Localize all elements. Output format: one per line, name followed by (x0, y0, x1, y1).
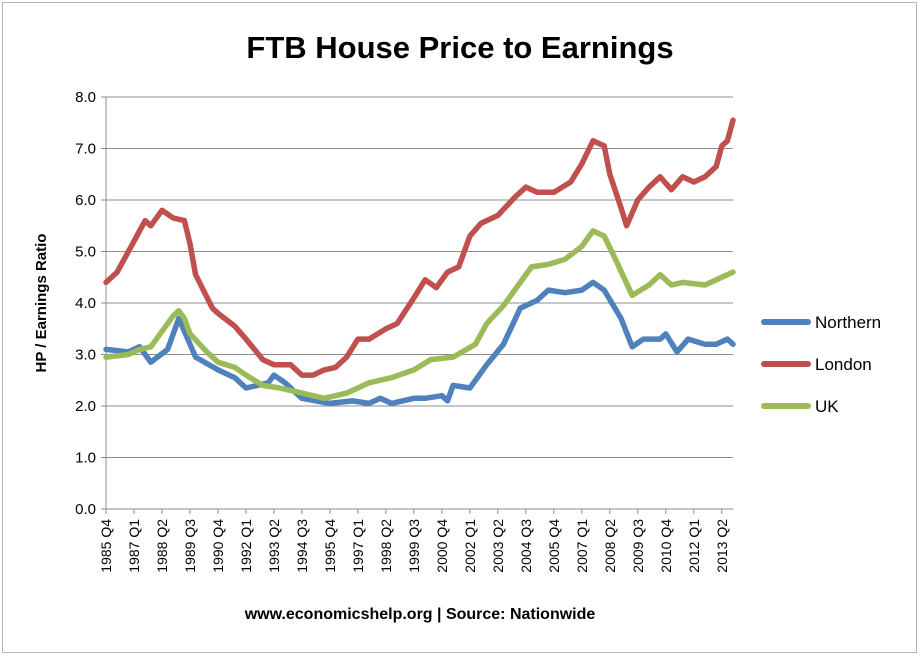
y-tick-label: 8.0 (75, 89, 96, 106)
y-tick-label: 0.0 (75, 501, 96, 518)
x-tick-label: 2007 Q1 (574, 519, 590, 573)
legend-label-northern: Northern (815, 313, 881, 332)
legend-label-uk: UK (815, 397, 839, 416)
x-tick-label: 1995 Q4 (322, 519, 338, 573)
x-tick-label: 1999 Q3 (406, 519, 422, 573)
legend-label-london: London (815, 355, 872, 374)
x-tick-label: 2004 Q3 (518, 519, 534, 573)
y-tick-label: 5.0 (75, 244, 96, 261)
x-tick-label: 2005 Q4 (546, 519, 562, 573)
x-tick-labels: 1985 Q4 1987 Q1 1988 Q2 1989 Q3 1990 Q4 1992 … (98, 519, 730, 573)
axes (101, 96, 733, 514)
x-tick-label: 1994 Q3 (294, 519, 310, 573)
x-tick-label: 2012 Q1 (686, 519, 702, 573)
x-tick-label: 1992 Q1 (238, 519, 254, 573)
x-tick-label: 2000 Q4 (434, 519, 450, 573)
x-tick-label: 1988 Q2 (154, 519, 170, 573)
x-tick-label: 1998 Q2 (378, 519, 394, 573)
x-tick-label: 1990 Q4 (210, 519, 226, 573)
y-tick-label: 4.0 (75, 295, 96, 312)
x-tick-label: 2010 Q4 (658, 519, 674, 573)
y-tick-label: 7.0 (75, 141, 96, 158)
y-tick-label: 1.0 (75, 450, 96, 467)
x-axis-source-label: www.economicshelp.org | Source: Nationwi… (244, 606, 596, 623)
x-tick-label: 1985 Q4 (98, 519, 114, 573)
series-lines (103, 117, 736, 407)
x-tick-label: 1989 Q3 (182, 519, 198, 573)
series-line-uk (103, 228, 736, 402)
y-tick-labels: 0.0 1.0 2.0 3.0 4.0 5.0 6.0 7.0 8.0 (75, 89, 96, 518)
gridlines (106, 96, 733, 458)
x-tick-label: 2003 Q2 (490, 519, 506, 573)
x-tick-label: 1997 Q1 (350, 519, 366, 573)
y-axis-label: HP / Earnings Ratio (33, 234, 50, 373)
x-tick-label: 2013 Q2 (714, 519, 730, 573)
series-line-london (103, 117, 736, 378)
x-tick-label: 2009 Q3 (630, 519, 646, 573)
chart-title: FTB House Price to Earnings (246, 30, 673, 65)
x-tick-label: 1987 Q1 (126, 519, 142, 573)
x-tick-label: 1993 Q2 (266, 519, 282, 573)
series-line-northern (103, 279, 736, 407)
x-tick-label: 2008 Q2 (602, 519, 618, 573)
x-tick-label: 2002 Q1 (462, 519, 478, 573)
y-tick-label: 3.0 (75, 347, 96, 364)
y-tick-label: 6.0 (75, 192, 96, 209)
legend: Northern London UK (761, 313, 881, 416)
y-tick-label: 2.0 (75, 398, 96, 415)
